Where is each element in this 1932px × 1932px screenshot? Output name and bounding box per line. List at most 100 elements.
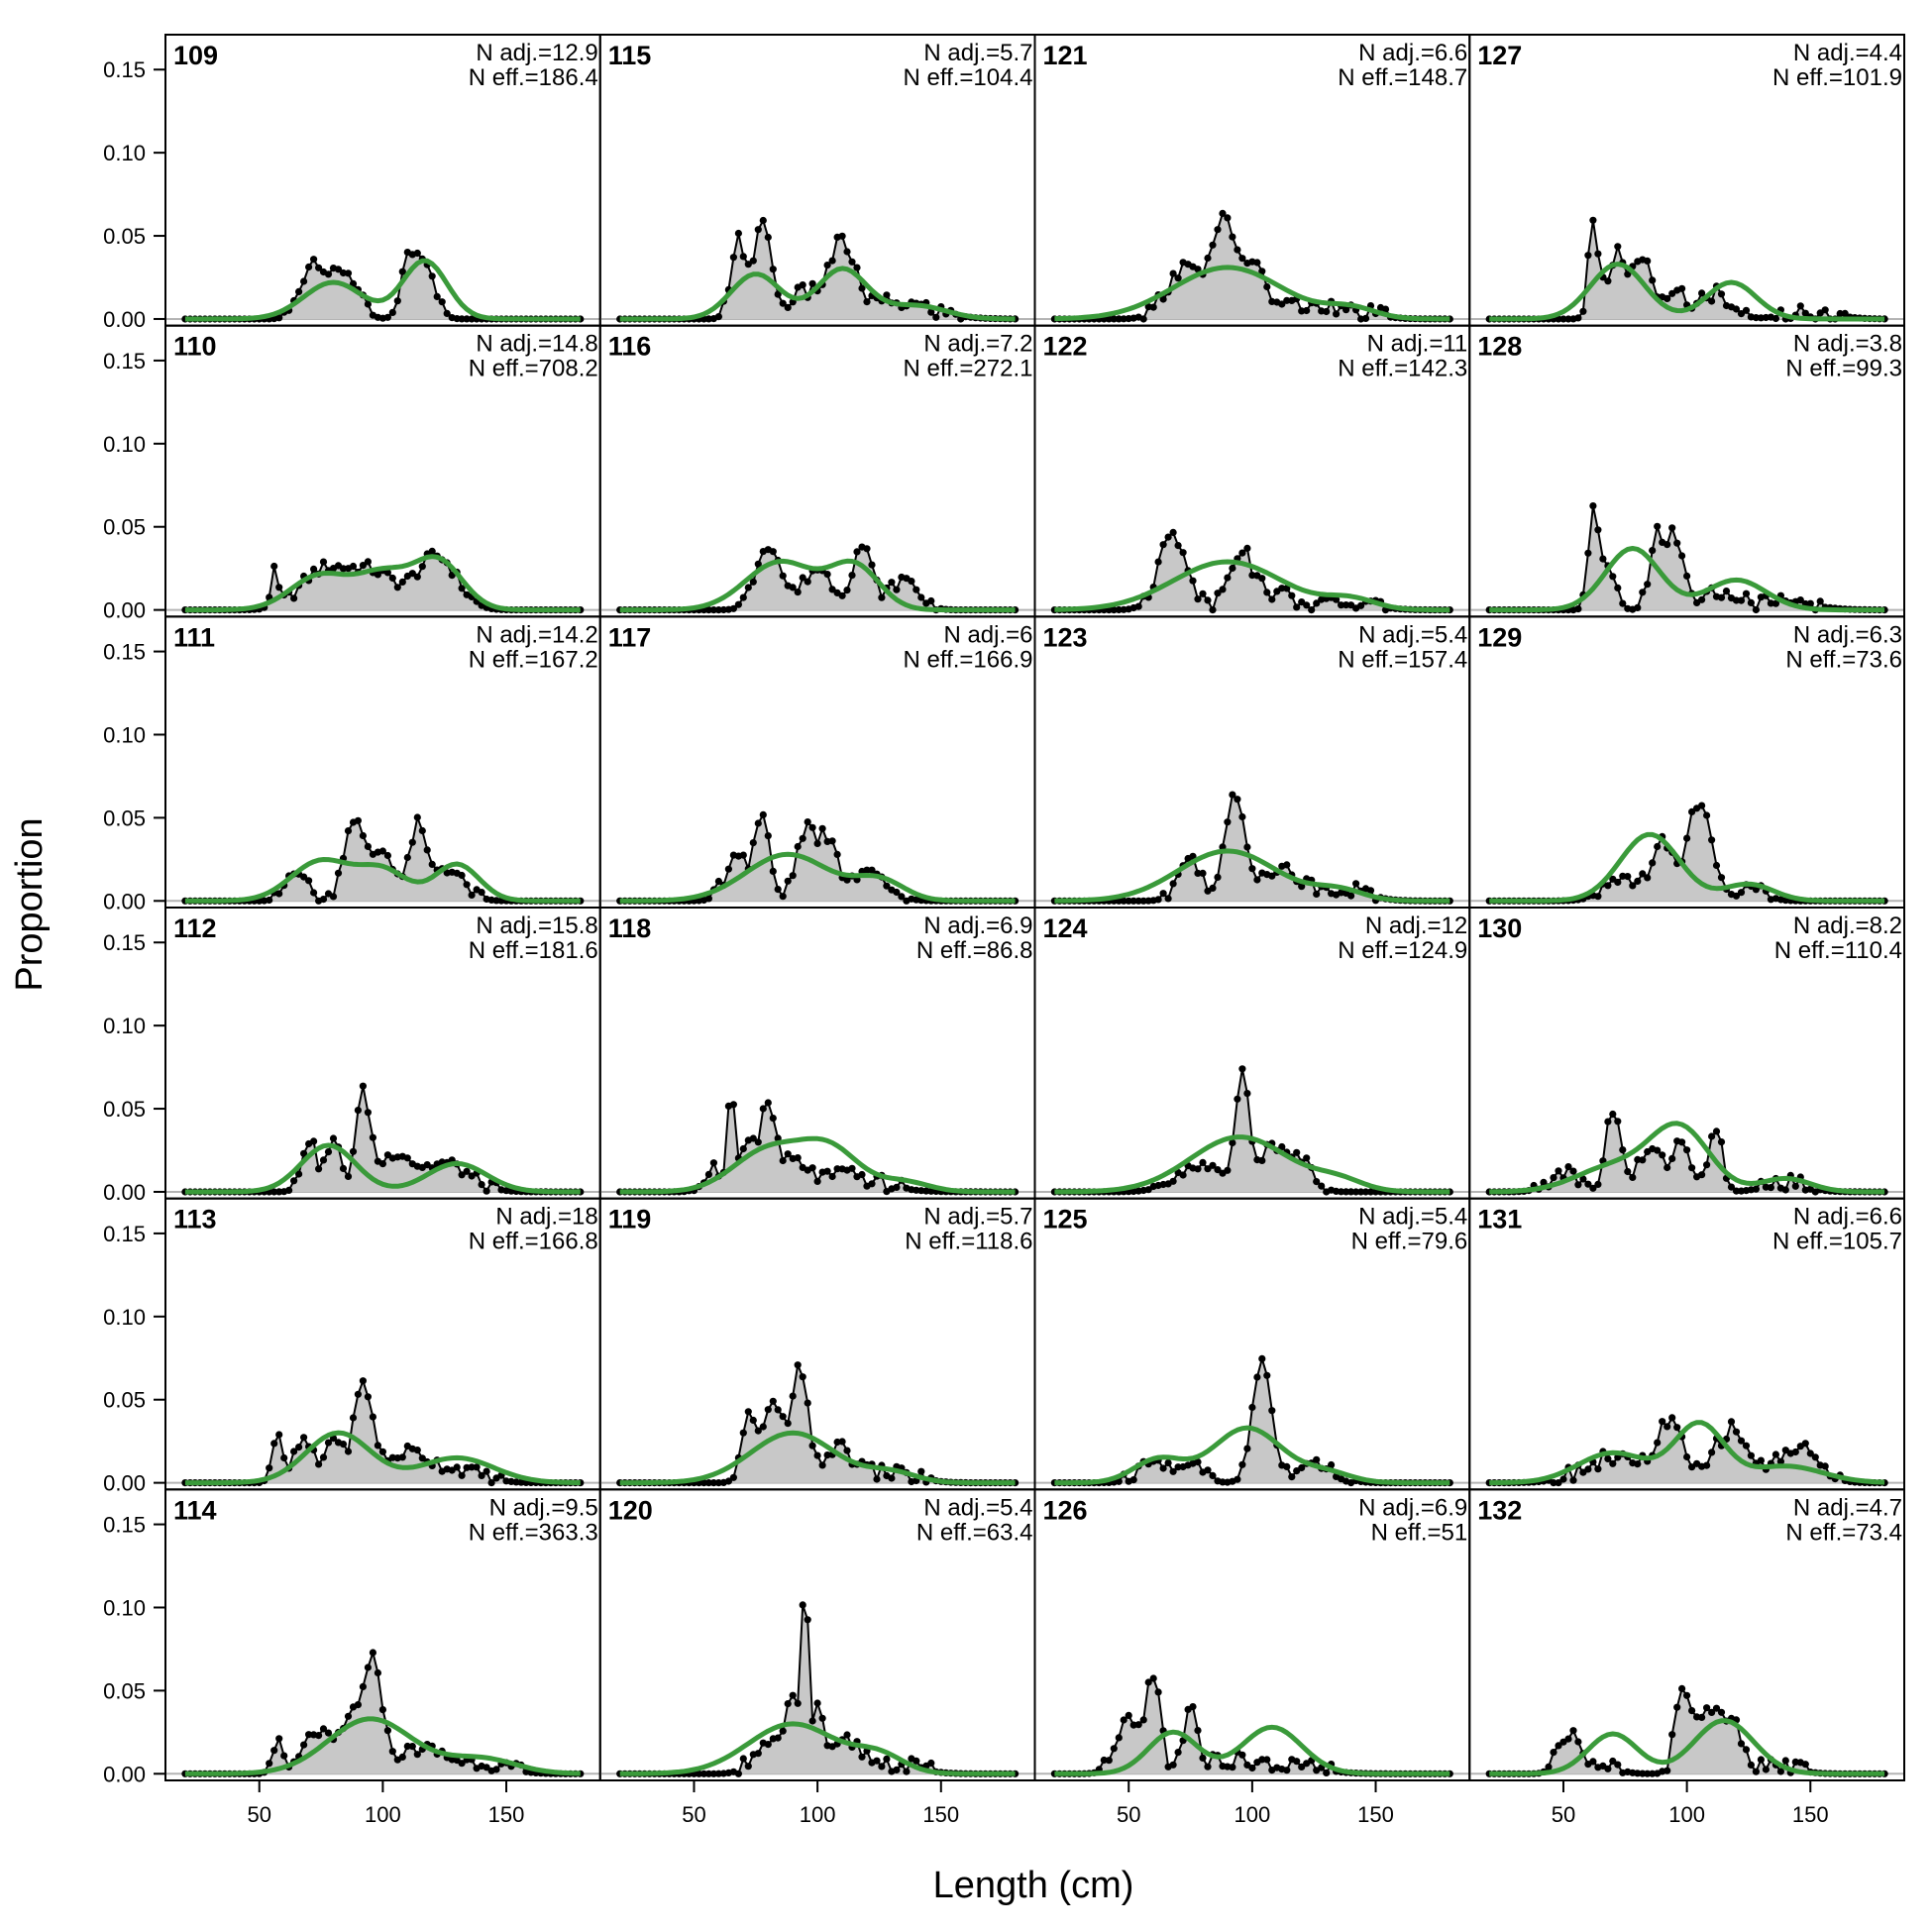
observed-point [1801, 1761, 1809, 1769]
observed-point [1204, 1763, 1212, 1771]
observed-point [1105, 315, 1113, 323]
n-eff-label: N eff.=86.8 [916, 937, 1033, 964]
observed-point [1263, 282, 1271, 291]
observed-point [1574, 1181, 1582, 1189]
observed-point [769, 867, 777, 876]
observed-point [1688, 1164, 1696, 1172]
observed-point [823, 571, 831, 579]
observed-point [1224, 214, 1232, 222]
observed-point [1209, 241, 1217, 249]
observed-point [364, 1109, 372, 1117]
observed-point [823, 1167, 831, 1175]
observed-point [1179, 1171, 1187, 1179]
observed-point [1609, 1757, 1617, 1766]
panel-id-label: 124 [1043, 913, 1088, 943]
observed-point [714, 313, 723, 321]
observed-point [1164, 1458, 1172, 1467]
observed-area [1054, 213, 1450, 319]
observed-point [354, 1107, 362, 1115]
observed-point [295, 287, 303, 295]
observed-point [1263, 1756, 1271, 1764]
expected-line [184, 857, 581, 904]
observed-point [1224, 574, 1232, 582]
observed-point [413, 813, 421, 821]
observed-point [1209, 884, 1217, 893]
observed-point [1781, 1757, 1789, 1765]
observed-area [1489, 220, 1885, 319]
observed-point [1732, 305, 1741, 313]
observed-point [1629, 882, 1637, 890]
observed-point [1174, 274, 1182, 282]
observed-point [1253, 876, 1261, 884]
observed-point [804, 1616, 811, 1624]
observed-point [1644, 257, 1652, 265]
observed-point [1727, 1418, 1736, 1426]
observed-point [478, 1471, 485, 1479]
observed-point [354, 1701, 362, 1709]
observed-point [1664, 1423, 1671, 1431]
observed-point [1540, 1178, 1548, 1186]
observed-point [1767, 1184, 1774, 1192]
observed-point [779, 299, 787, 307]
observed-point [1698, 595, 1706, 603]
observed-point [1639, 589, 1647, 596]
y-tick-label: 0.10 [103, 1595, 146, 1620]
observed-point [403, 853, 411, 862]
observed-point [1258, 1756, 1266, 1764]
observed-point [1708, 1449, 1716, 1456]
panel-id-label: 130 [1477, 913, 1522, 943]
observed-point [903, 1768, 911, 1775]
observed-point [734, 1770, 743, 1777]
observed-point [1323, 1769, 1331, 1776]
observed-point [319, 896, 328, 904]
observed-point [1821, 306, 1829, 314]
observed-point [1659, 1151, 1666, 1159]
expected-line [1489, 546, 1885, 613]
observed-point [1747, 1761, 1755, 1769]
observed-point [917, 1467, 925, 1475]
observed-point [349, 562, 358, 571]
observed-point [1683, 1452, 1691, 1461]
observed-point [774, 886, 782, 894]
observed-point [1791, 1448, 1799, 1456]
panel-115: 115 N adj.=5.7N eff.=104.4 [598, 34, 1036, 327]
observed-point [848, 258, 856, 266]
observed-point [1293, 603, 1301, 611]
observed-point [838, 1438, 846, 1446]
observed-point [369, 1133, 376, 1141]
observed-point [1550, 1749, 1557, 1757]
observed-point [487, 1479, 495, 1487]
observed-area [619, 1364, 1016, 1483]
observed-point [784, 877, 792, 885]
observed-point [1209, 1161, 1217, 1169]
observed-point [295, 1444, 303, 1451]
observed-point [1752, 1185, 1760, 1193]
observed-point [1732, 1428, 1741, 1436]
observed-point [413, 249, 421, 258]
observed-point [423, 846, 431, 854]
observed-point [883, 1755, 891, 1763]
observed-point [1574, 1738, 1582, 1746]
observed-point [300, 277, 308, 285]
observed-point [418, 1454, 426, 1462]
observed-point [794, 1699, 802, 1707]
n-eff-label: N eff.=73.4 [1785, 1519, 1902, 1546]
observed-point [858, 1753, 866, 1761]
observed-point [794, 589, 802, 596]
observed-point [468, 1463, 476, 1471]
observed-area [1489, 505, 1885, 610]
y-tick-label: 0.05 [103, 1388, 146, 1413]
expected-line [619, 1430, 1016, 1486]
expected-line [1054, 848, 1450, 904]
observed-point [1361, 314, 1370, 322]
observed-point [883, 291, 891, 299]
observed-point [1139, 315, 1147, 323]
observed-point [1703, 1161, 1711, 1169]
n-adj-label: N adj.=12 [1365, 912, 1467, 939]
observed-point [1801, 1440, 1809, 1448]
observed-point [912, 586, 920, 593]
n-adj-label: N adj.=14.8 [476, 331, 597, 358]
observed-point [843, 587, 851, 594]
observed-point [1179, 549, 1187, 557]
expected-line [619, 1135, 1016, 1195]
